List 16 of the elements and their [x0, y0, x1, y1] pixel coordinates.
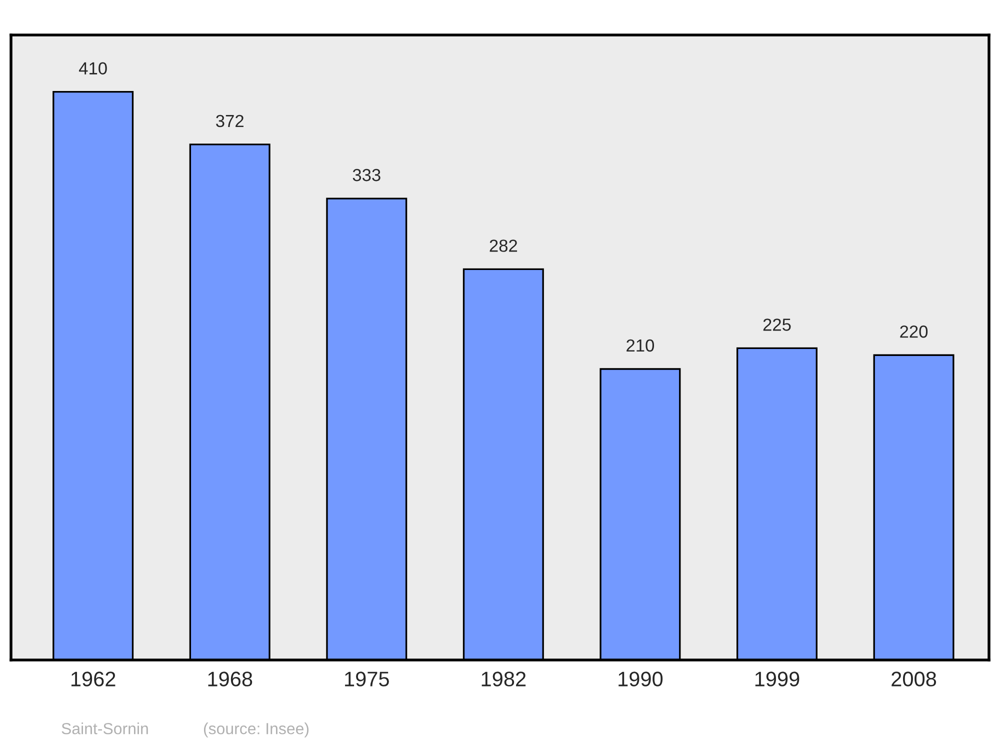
data-label: 410 — [78, 62, 107, 74]
data-label: 282 — [490, 240, 518, 252]
text: (source: Insee) — [204, 722, 309, 738]
x-tick-label: 1962 — [71, 672, 116, 686]
x-tick-label: 1968 — [208, 672, 252, 686]
x-tick-label: 1990 — [618, 672, 663, 686]
x-tick-label: 2008 — [892, 672, 936, 686]
data-label: 220 — [900, 326, 928, 338]
data-label: 210 — [626, 339, 654, 352]
x-tick-label: 1999 — [755, 672, 800, 686]
x-tick-label: 1975 — [345, 672, 389, 686]
data-label: 333 — [352, 168, 380, 182]
data-label: 225 — [763, 318, 791, 331]
text: Saint-Sornin — [62, 722, 148, 734]
data-label: 372 — [216, 114, 244, 128]
x-tick-label: 1982 — [482, 672, 526, 686]
